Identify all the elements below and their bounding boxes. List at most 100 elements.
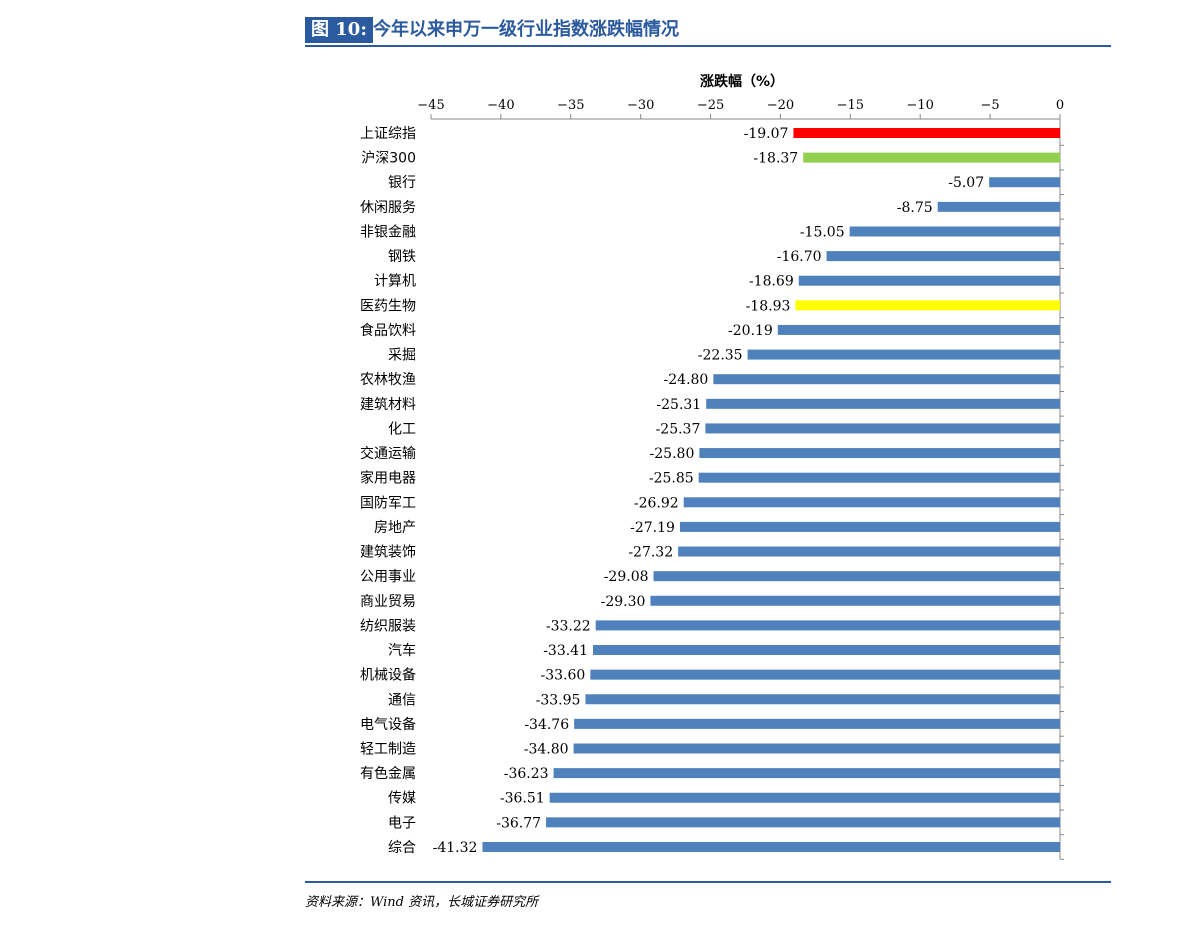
bar-15 <box>698 472 1060 483</box>
bar-22 <box>593 645 1060 656</box>
bar-16 <box>683 497 1060 508</box>
data-label: -36.77 <box>496 815 541 831</box>
bar-23 <box>590 669 1060 680</box>
bar-17 <box>679 521 1060 532</box>
category-label: 轻工制造 <box>360 742 416 758</box>
data-label: -19.07 <box>744 126 789 142</box>
x-tick-label: −45 <box>417 98 444 113</box>
figure-label: 图 10: <box>305 17 373 43</box>
data-label: -24.80 <box>664 372 709 388</box>
bar-11 <box>713 374 1060 385</box>
data-label: -8.75 <box>897 200 933 216</box>
data-label: -26.92 <box>634 495 679 511</box>
data-label: -34.76 <box>524 717 569 733</box>
data-label: -16.70 <box>777 249 822 265</box>
category-label: 沪深300 <box>361 151 416 167</box>
data-label: -27.32 <box>628 545 673 561</box>
bar-8 <box>795 300 1060 311</box>
category-label: 公用事业 <box>360 569 416 585</box>
data-label: -27.19 <box>630 520 675 536</box>
bar-10 <box>747 349 1060 360</box>
x-tick-label: −20 <box>767 98 794 113</box>
category-label: 建筑材料 <box>360 397 416 413</box>
category-label: 计算机 <box>374 274 416 290</box>
category-label: 传媒 <box>388 791 416 807</box>
x-tick-label: −35 <box>557 98 584 113</box>
figure-footer-rule <box>305 881 1111 883</box>
data-label: -41.32 <box>433 840 478 856</box>
bar-13 <box>705 423 1060 434</box>
category-label: 钢铁 <box>388 249 416 265</box>
category-label: 通信 <box>388 692 416 708</box>
x-tick-label: −5 <box>981 98 1000 113</box>
data-label: -22.35 <box>698 348 743 364</box>
data-label: -25.85 <box>649 471 694 487</box>
data-label: -36.23 <box>504 766 549 782</box>
category-label: 纺织服装 <box>360 618 416 634</box>
data-label: -18.69 <box>749 274 794 290</box>
data-label: -33.41 <box>543 643 588 659</box>
bar-25 <box>574 718 1060 729</box>
data-label: -18.93 <box>746 298 791 314</box>
bar-30 <box>482 841 1060 852</box>
category-label: 电气设备 <box>360 716 416 733</box>
bar-20 <box>650 595 1060 606</box>
bar-7 <box>798 275 1060 286</box>
data-label: -25.80 <box>650 446 695 462</box>
data-label: -34.80 <box>524 742 569 758</box>
bar-24 <box>585 694 1060 705</box>
category-label: 建筑装饰 <box>360 545 416 561</box>
data-label: -33.95 <box>536 692 581 708</box>
category-label: 电子 <box>388 815 416 831</box>
data-label: -15.05 <box>800 224 845 240</box>
category-label: 有色金属 <box>360 765 416 782</box>
figure-header: 图 10: 今年以来申万一级行业指数涨跌幅情况 <box>305 15 1111 47</box>
category-label: 国防军工 <box>360 495 416 511</box>
data-label: -25.31 <box>656 397 701 413</box>
category-label: 银行 <box>388 175 416 191</box>
category-label: 家用电器 <box>360 470 416 487</box>
bar-19 <box>653 571 1060 582</box>
x-tick-label: −30 <box>627 98 654 113</box>
category-label: 上证综指 <box>360 126 416 142</box>
bar-27 <box>553 768 1060 779</box>
category-label: 交通运输 <box>360 445 416 462</box>
x-tick-label: −25 <box>697 98 724 113</box>
bar-4 <box>937 201 1060 212</box>
bar-9 <box>777 324 1060 335</box>
category-label: 汽车 <box>388 642 416 659</box>
x-tick-label: −10 <box>907 98 934 113</box>
x-axis-title: 涨跌幅（%） <box>700 73 784 90</box>
bar-26 <box>573 743 1060 754</box>
category-label: 房地产 <box>374 520 416 536</box>
category-label: 医药生物 <box>360 298 416 314</box>
category-label: 休闲服务 <box>360 200 416 216</box>
category-label: 非银金融 <box>360 224 416 240</box>
data-label: -20.19 <box>728 323 773 339</box>
source-note: 资料来源：Wind 资讯，长城证券研究所 <box>305 895 539 910</box>
category-label: 采掘 <box>388 348 416 364</box>
data-label: -25.37 <box>656 421 701 437</box>
category-label: 商业贸易 <box>360 594 416 610</box>
bar-14 <box>699 448 1060 459</box>
x-tick-label: −15 <box>837 98 864 113</box>
x-tick-label: −40 <box>487 98 514 113</box>
category-label: 机械设备 <box>360 667 416 684</box>
x-tick-label: 0 <box>1056 98 1064 113</box>
category-label: 食品饮料 <box>360 322 416 339</box>
category-label: 综合 <box>388 840 416 856</box>
data-label: -29.08 <box>604 569 649 585</box>
data-label: -33.22 <box>546 618 591 634</box>
bar-6 <box>826 251 1060 262</box>
bar-1 <box>793 128 1060 138</box>
data-label: -36.51 <box>500 791 545 807</box>
bar-21 <box>595 620 1060 631</box>
bar-28 <box>549 792 1060 803</box>
bar-2 <box>803 152 1060 163</box>
data-label: -5.07 <box>948 175 984 191</box>
category-label: 化工 <box>388 421 416 437</box>
bar-12 <box>706 398 1060 409</box>
data-label: -29.30 <box>601 594 646 610</box>
category-label: 农林牧渔 <box>360 372 416 388</box>
